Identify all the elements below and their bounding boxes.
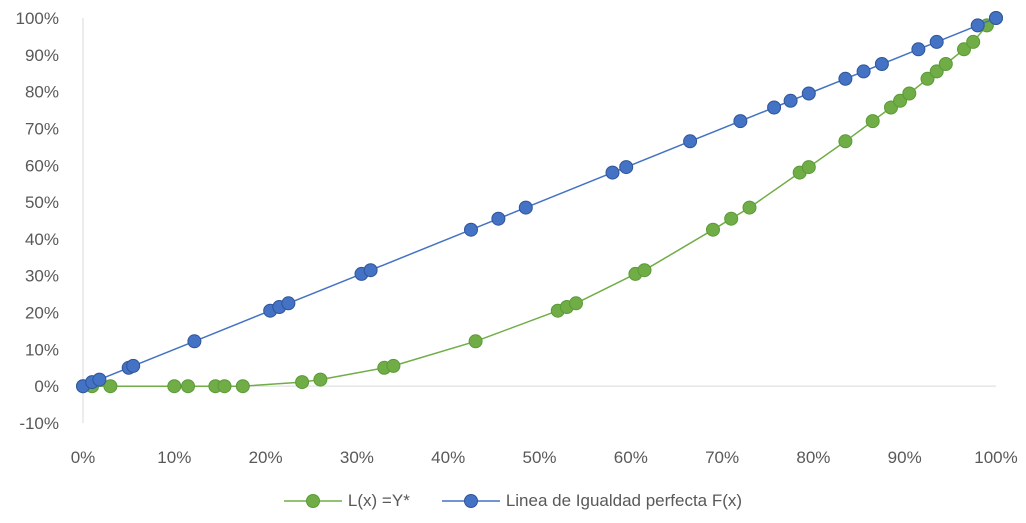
- data-point: [801, 160, 816, 175]
- series-line: [82, 17, 997, 387]
- data-point: [126, 358, 141, 373]
- data-point: [468, 334, 483, 349]
- x-tick-label: 10%: [157, 448, 191, 467]
- data-point: [386, 358, 401, 373]
- y-tick-label: 60%: [25, 156, 59, 175]
- x-tick-label: 50%: [522, 448, 556, 467]
- y-tick-label: 20%: [25, 304, 59, 323]
- data-point: [281, 296, 296, 311]
- y-tick-label: 10%: [25, 340, 59, 359]
- lorenz-curve-chart: -10% 0% 10% 20% 30% 40% 50% 60% 70% 80% 90% 100% 0% 1…: [16, 9, 1018, 467]
- legend-label-lx: L(x) =Y*: [347, 491, 410, 510]
- data-point: [683, 134, 698, 149]
- x-tick-label: 40%: [431, 448, 465, 467]
- data-point: [569, 296, 583, 311]
- data-point: [167, 379, 182, 394]
- data-point: [929, 64, 944, 79]
- data-point: [966, 34, 981, 49]
- data-point: [801, 86, 816, 101]
- data-point: [957, 42, 971, 57]
- x-tick-label: 0%: [71, 448, 96, 467]
- data-point: [92, 372, 107, 387]
- x-tick-label: 60%: [614, 448, 648, 467]
- data-point: [920, 71, 935, 86]
- data-point: [938, 57, 953, 71]
- x-tick-label: 90%: [888, 448, 922, 467]
- data-point: [518, 200, 533, 215]
- legend-label-fx: Linea de Igualdad perfecta F(x): [505, 491, 743, 510]
- data-point: [767, 100, 782, 115]
- y-tick-label: 40%: [25, 230, 59, 249]
- data-point: [989, 11, 1003, 25]
- data-point: [637, 263, 652, 278]
- data-point: [605, 165, 620, 180]
- x-tick-label: 70%: [705, 448, 739, 467]
- legend-swatch-fx: [441, 494, 500, 508]
- legend-item-fx[interactable]: Linea de Igualdad perfecta F(x): [441, 491, 743, 511]
- data-point: [181, 379, 195, 394]
- y-tick-label: 100%: [16, 9, 59, 28]
- data-point: [911, 42, 926, 57]
- series-layer: [76, 11, 1003, 394]
- data-point: [902, 86, 917, 101]
- y-tick-label: -10%: [19, 414, 59, 433]
- data-point: [865, 114, 880, 129]
- y-tick-label: 50%: [25, 193, 59, 212]
- y-tick-label: 0%: [34, 377, 59, 396]
- data-point: [313, 372, 328, 387]
- data-point: [217, 379, 232, 394]
- data-point: [187, 334, 202, 349]
- data-point: [874, 57, 889, 71]
- y-tick-label: 30%: [25, 267, 59, 286]
- x-tick-label: 100%: [974, 448, 1017, 467]
- data-point: [742, 200, 757, 215]
- y-tick-label: 90%: [25, 46, 59, 65]
- data-point: [733, 114, 748, 129]
- y-tick-label: 70%: [25, 119, 59, 138]
- data-point: [783, 93, 798, 108]
- data-point: [491, 211, 506, 226]
- legend-item-lx[interactable]: L(x) =Y*: [283, 491, 410, 511]
- data-point: [235, 379, 250, 394]
- data-point: [706, 222, 720, 237]
- data-point: [838, 134, 853, 149]
- data-point: [893, 93, 908, 108]
- legend: L(x) =Y* Linea de Igualdad perfecta F(x): [0, 486, 1026, 516]
- data-point: [619, 160, 634, 175]
- data-point: [363, 263, 378, 278]
- y-tick-label: 80%: [25, 83, 59, 102]
- data-point: [856, 64, 871, 79]
- data-point: [724, 211, 739, 226]
- data-point: [295, 375, 310, 390]
- series-equality: [76, 11, 1003, 394]
- legend-swatch-lx: [283, 494, 342, 508]
- axes: -10% 0% 10% 20% 30% 40% 50% 60% 70% 80% 90% 100% 0% 1…: [16, 9, 1018, 467]
- data-point: [103, 379, 118, 394]
- data-point: [970, 18, 985, 33]
- data-point: [929, 34, 944, 49]
- x-tick-label: 20%: [249, 448, 283, 467]
- data-point: [464, 222, 478, 237]
- x-tick-label: 80%: [796, 448, 830, 467]
- x-tick-label: 30%: [340, 448, 374, 467]
- data-point: [838, 71, 853, 86]
